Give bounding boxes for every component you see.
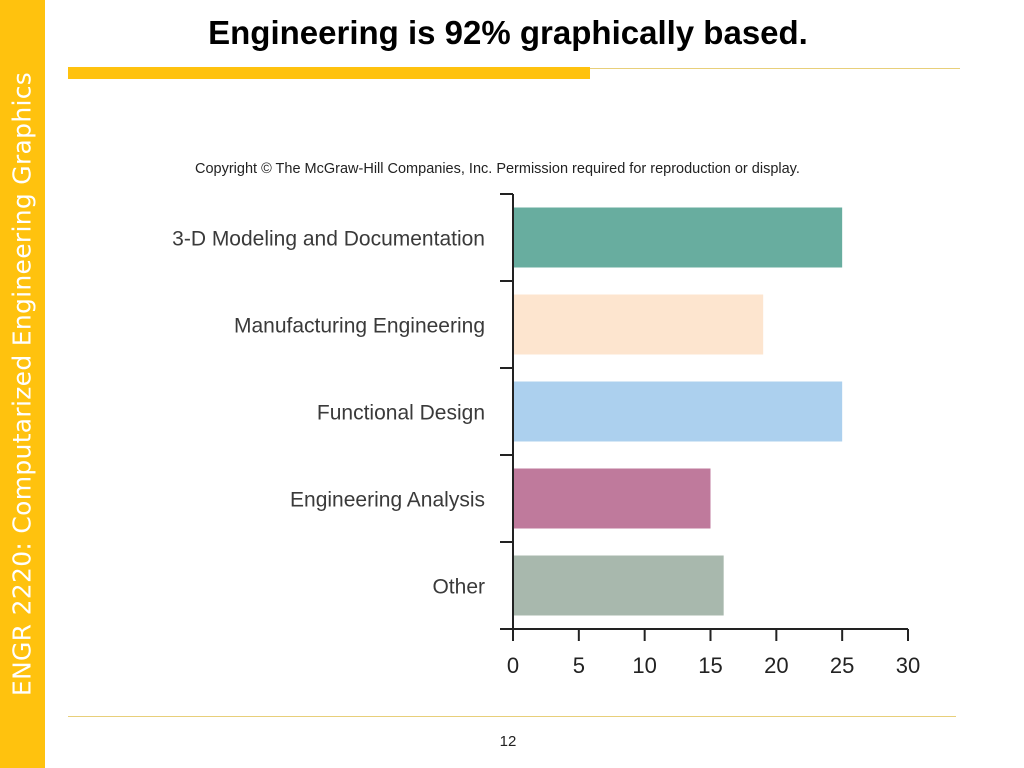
- x-tick-label: 15: [698, 653, 722, 678]
- bar-1: [513, 294, 764, 355]
- bar-4: [513, 555, 724, 616]
- x-tick-label: 30: [896, 653, 920, 678]
- footer-rule: [68, 716, 956, 717]
- x-tick-label: 20: [764, 653, 788, 678]
- bar-3: [513, 468, 711, 529]
- x-tick-label: 10: [632, 653, 656, 678]
- category-label: Functional Design: [317, 402, 485, 425]
- bar-2: [513, 381, 843, 442]
- page-number: 12: [499, 733, 517, 750]
- title-rule: [590, 68, 960, 69]
- x-tick-label: 0: [507, 653, 519, 678]
- side-accent-bar: ENGR 2220: Computarized Engineering Grap…: [0, 0, 45, 768]
- copyright-notice: Copyright © The McGraw-Hill Companies, I…: [195, 161, 800, 177]
- x-tick-label: 5: [573, 653, 585, 678]
- x-tick-label: 25: [830, 653, 854, 678]
- category-label: Engineering Analysis: [290, 489, 485, 512]
- category-label: 3-D Modeling and Documentation: [172, 228, 485, 251]
- bar-0: [513, 207, 843, 268]
- title-underline-bar: [68, 67, 590, 79]
- category-label: Manufacturing Engineering: [234, 315, 485, 338]
- slide-title: Engineering is 92% graphically based.: [208, 14, 808, 51]
- category-label: Other: [432, 576, 485, 599]
